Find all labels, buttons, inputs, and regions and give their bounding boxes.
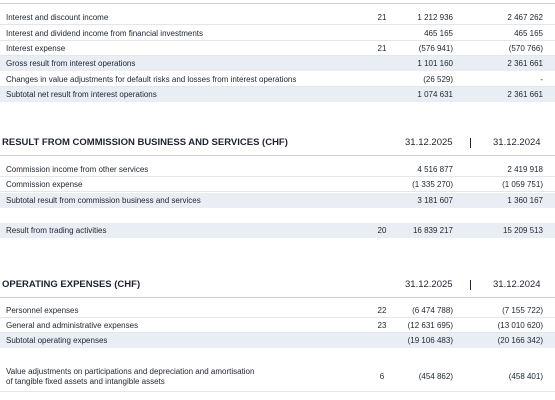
table-row: Commission expense (1 335 270) (1 059 751) [0,177,555,192]
value-2025: 1 074 631 [417,90,453,99]
value-2024: (1 059 751) [502,180,543,189]
row-label: Interest expense [6,44,66,53]
value-2024: 2 361 661 [507,90,543,99]
table-row: Commission income from other services 4 5… [0,162,555,177]
row-label: Commission income from other services [6,165,149,174]
row-label: Interest and dividend income from financ… [6,29,203,38]
section-heading: RESULT FROM COMMISSION BUSINESS AND SERV… [2,137,288,148]
column-header: 31.12.2024 [493,279,541,290]
value-2025: (1 335 270) [412,180,453,189]
value-2025: (19 106 483) [407,336,453,345]
value-2024: 2 361 661 [507,59,543,68]
column-header: 31.12.2025 [405,279,453,290]
row-label: Subtotal net result from interest operat… [6,90,157,99]
value-2024: (570 766) [508,44,543,53]
value-2024: - [540,75,543,84]
row-label: Result from trading activities [6,226,107,235]
subtotal-row: Result from trading activities 20 16 839 2… [0,223,555,238]
value-2025: 465 165 [424,29,453,38]
note-ref: 21 [377,13,387,22]
value-2025: 16 839 217 [412,226,453,235]
value-2024: (458 401) [508,372,543,381]
value-2025: 4 516 877 [417,165,453,174]
subtotal-row: Subtotal operating expenses (19 106 483) (… [0,333,555,348]
value-2025: 3 181 607 [417,196,453,205]
subtotal-row: Subtotal result from commission business… [0,193,555,208]
note-ref: 6 [379,372,385,381]
subtotal-row: Subtotal net result from interest operat… [0,87,555,102]
row-label: Commission expense [6,180,83,189]
row-label: General and administrative expenses [6,321,139,330]
row-label: Gross result from interest operations [6,59,136,68]
row-label: of tangible fixed assets and intangible … [6,377,165,386]
note-ref: 23 [377,321,387,330]
column-header: 31.12.2025 [405,137,453,148]
column-separator [470,138,471,148]
value-2025: (454 862) [418,372,453,381]
divider [0,155,555,156]
table-row: Interest and discount income 21 1 212 936 2… [0,10,555,25]
table-row: Changes in value adjustments for default… [0,72,555,87]
value-2025: 1 212 936 [417,13,453,22]
value-2025: 1 101 160 [417,59,453,68]
table-row: Interest and dividend income from financ… [0,26,555,41]
value-2024: (13 010 620) [497,321,543,330]
row-label: Interest and discount income [6,13,109,22]
value-2024: (20 166 342) [497,336,543,345]
value-2025: (12 631 695) [407,321,453,330]
value-2024: 1 360 167 [507,196,543,205]
value-2024: 15 209 513 [502,226,543,235]
note-ref: 20 [377,226,387,235]
value-2025: (26 529) [423,75,453,84]
row-label: Changes in value adjustments for default… [6,75,297,84]
column-header: 31.12.2024 [493,137,541,148]
table-row: General and administrative expenses 23 (12… [0,318,555,333]
section-heading: OPERATING EXPENSES (CHF) [2,279,141,290]
row-label: Personnel expenses [6,306,79,315]
note-ref: 22 [377,306,387,315]
note-ref: 21 [377,44,387,53]
value-2024: 2 419 918 [507,165,543,174]
value-2024: 465 165 [514,29,543,38]
table-row: Personnel expenses 22 (6 474 788) (7 155 72… [0,303,555,318]
column-separator [470,280,471,290]
divider [0,297,555,298]
value-2025: (576 941) [418,44,453,53]
value-2025: (6 474 788) [412,306,453,315]
table-row: Value adjustments on participations and … [0,362,555,392]
row-label: Subtotal operating expenses [6,336,108,345]
row-label: Value adjustments on participations and … [6,367,255,376]
value-2024: (7 155 722) [502,306,543,315]
table-row: Interest expense 21 (576 941) (570 766) [0,41,555,56]
row-label: Subtotal result from commission business… [6,196,201,205]
value-2024: 2 467 262 [507,13,543,22]
subtotal-row: Gross result from interest operations 1 1… [0,56,555,71]
